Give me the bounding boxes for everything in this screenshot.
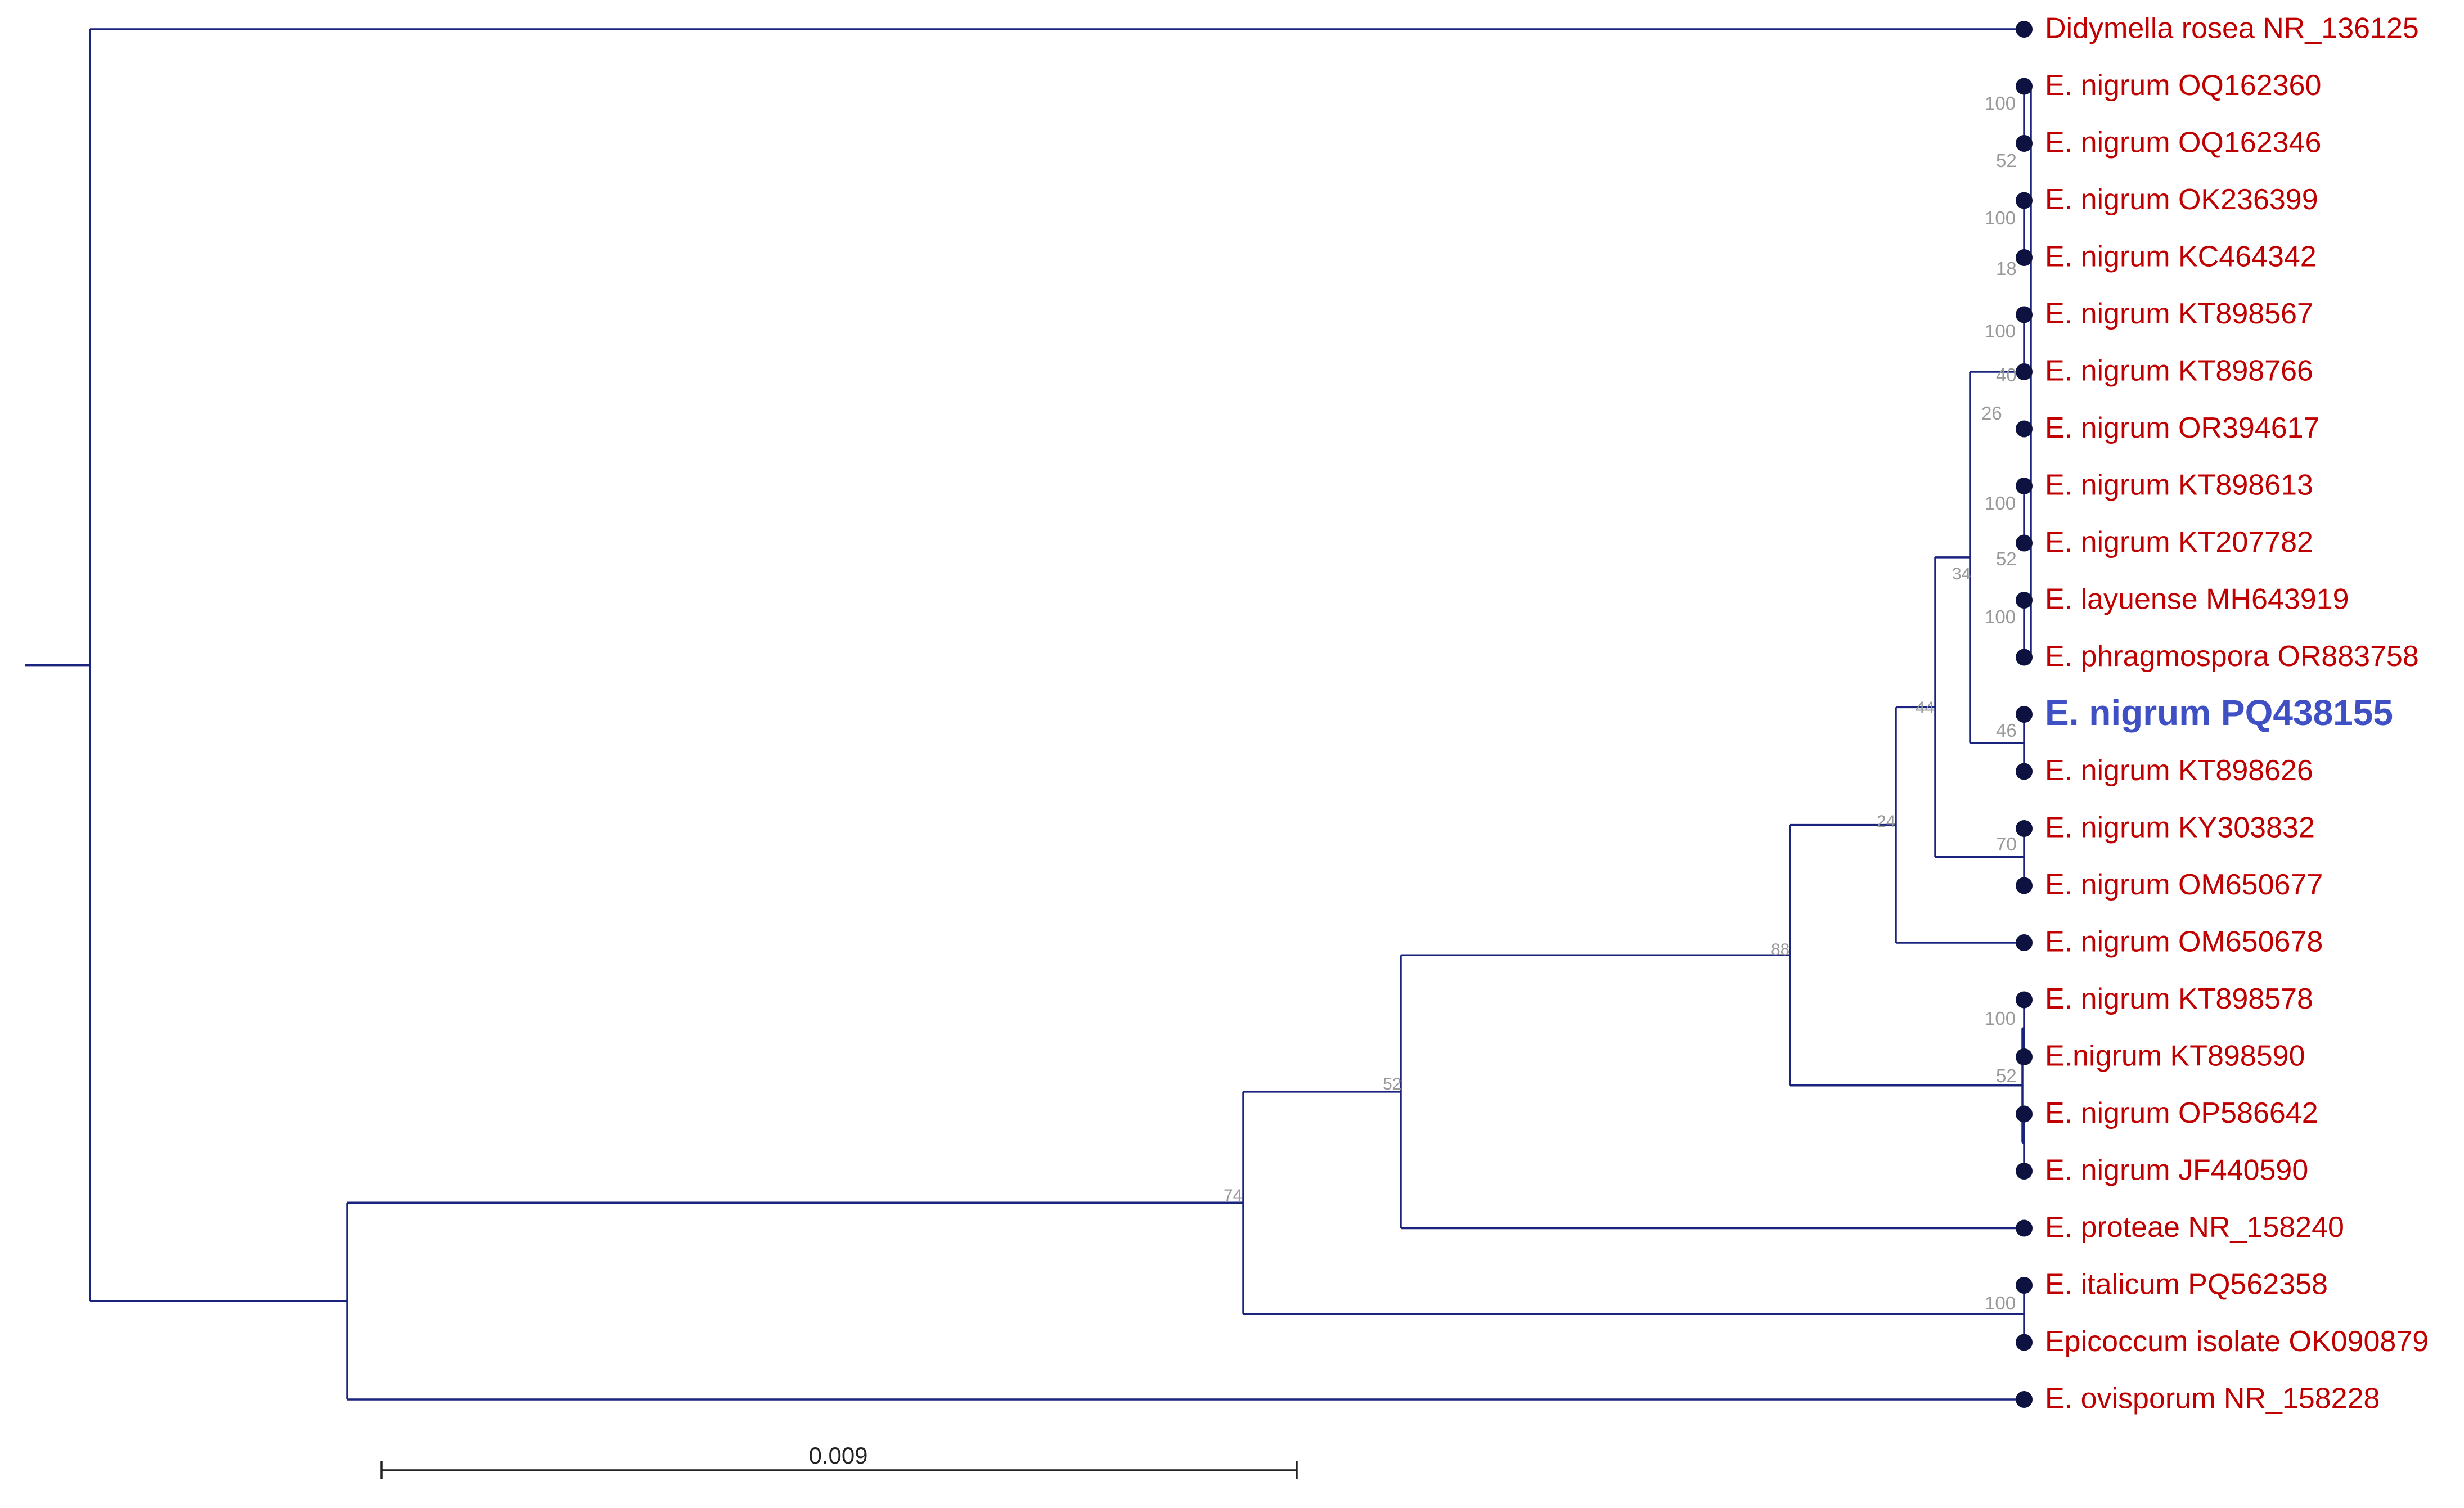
leaf-label: E. nigrum KT898578 [2045, 983, 2313, 1015]
leaf-label: E. nigrum KT207782 [2045, 526, 2313, 559]
tip-node [2016, 192, 2033, 209]
leaf-label: E. nigrum OK236399 [2045, 183, 2318, 216]
leaf-label: E. nigrum OP586642 [2045, 1097, 2318, 1129]
leaf-label: E. nigrum KC464342 [2045, 241, 2317, 273]
leaf-label: E. proteae NR_158240 [2045, 1211, 2344, 1244]
support-value: 100 [1985, 1008, 2016, 1029]
support-value: 52 [1996, 1065, 2017, 1086]
support-value: 40 [1996, 364, 2017, 385]
support-value: 74 [1224, 1186, 1242, 1205]
support-value: 52 [1996, 150, 2017, 171]
support-value: 100 [1985, 321, 2016, 341]
leaf-labels: Didymella rosea NR_136125 E. nigrum OQ162… [2045, 12, 2429, 1415]
support-value: 52 [1996, 548, 2017, 569]
tip-nodes [2016, 21, 2033, 1408]
tip-node [2016, 135, 2033, 152]
leaf-label: E. nigrum KY303832 [2045, 812, 2315, 844]
leaf-label: E. nigrum PQ438155 [2045, 692, 2393, 733]
support-value: 18 [1996, 258, 2017, 279]
tip-node [2016, 820, 2033, 837]
leaf-label: E. nigrum OM650677 [2045, 868, 2323, 901]
tip-node [2016, 991, 2033, 1009]
leaf-label: E. nigrum OR394617 [2045, 412, 2320, 444]
support-value: 100 [1985, 208, 2016, 228]
tip-node [2016, 1219, 2033, 1237]
leaf-label: E. nigrum JF440590 [2045, 1154, 2308, 1187]
tip-node [2016, 363, 2033, 380]
support-value: 52 [1383, 1075, 1401, 1093]
support-value: 100 [1985, 93, 2016, 114]
tip-node [2016, 534, 2033, 552]
support-value: 46 [1996, 720, 2017, 741]
leaf-label: E. nigrum KT898613 [2045, 469, 2313, 502]
tip-node [2016, 420, 2033, 438]
tip-node [2016, 1277, 2033, 1294]
leaf-label: E. ovisporum NR_158228 [2045, 1383, 2380, 1415]
leaf-label: E. phragmospora OR883758 [2045, 640, 2419, 673]
tip-node [2016, 306, 2033, 323]
scale-bar-label: 0.009 [808, 1442, 867, 1469]
tip-node [2016, 877, 2033, 894]
tip-node [2016, 592, 2033, 609]
support-value: 100 [1985, 493, 2016, 514]
leaf-label: E. nigrum OQ162346 [2045, 127, 2321, 159]
leaf-label: E. nigrum KT898626 [2045, 754, 2313, 787]
leaf-label: E. nigrum OM650678 [2045, 926, 2323, 958]
support-value: 44 [1916, 699, 1934, 717]
support-values: 100 52 100 18 100 40 26 100 52 100 46 34 44 24 70 88 52 1… [1224, 93, 2017, 1313]
leaf-label: E.nigrum KT898590 [2045, 1040, 2305, 1073]
tip-node [2016, 1391, 2033, 1408]
support-value: 100 [1985, 1293, 2016, 1313]
support-value: 24 [1877, 812, 1895, 831]
tip-node [2016, 249, 2033, 266]
leaf-label: E. layuense MH643919 [2045, 583, 2349, 616]
tip-node [2016, 1163, 2033, 1180]
support-value: 34 [1952, 565, 1971, 583]
tip-node [2016, 934, 2033, 951]
tree-branches [25, 28, 2032, 1401]
tip-node [2016, 649, 2033, 666]
support-value: 26 [1981, 403, 2002, 424]
leaf-label: Didymella rosea NR_136125 [2045, 12, 2419, 45]
support-value: 70 [1996, 834, 2017, 854]
tip-node [2016, 1105, 2033, 1123]
leaf-label: E. nigrum KT898766 [2045, 355, 2313, 388]
tip-node [2016, 1334, 2033, 1351]
tip-node [2016, 763, 2033, 780]
tip-node [2016, 478, 2033, 494]
scale-bar: 0.009 [380, 1442, 1298, 1479]
tip-node [2016, 1048, 2033, 1065]
leaf-label: E. italicum PQ562358 [2045, 1268, 2328, 1301]
tip-node [2016, 21, 2033, 38]
leaf-label: E. nigrum OQ162360 [2045, 69, 2321, 102]
leaf-label: E. nigrum KT898567 [2045, 298, 2313, 330]
support-value: 100 [1985, 606, 2016, 627]
scale-bar-line [380, 1461, 1298, 1479]
tip-node [2016, 706, 2033, 723]
leaf-label: Epicoccum isolate OK090879 [2045, 1325, 2429, 1358]
support-value: 88 [1771, 940, 1789, 959]
tip-node [2016, 78, 2033, 95]
